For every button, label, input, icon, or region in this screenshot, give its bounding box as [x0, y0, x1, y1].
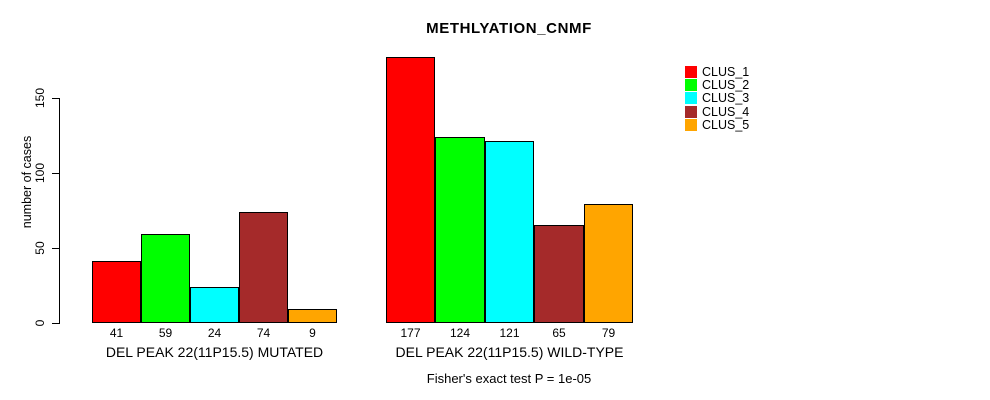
legend-swatch-clus_1 — [685, 66, 697, 78]
y-axis-tick — [52, 248, 59, 249]
y-axis-tick-label: 100 — [33, 162, 47, 184]
y-axis-tick-label: 50 — [33, 241, 47, 255]
y-axis-tick — [52, 173, 59, 174]
bar-group2-clus_5 — [584, 204, 633, 323]
bar-group1-clus_5 — [288, 309, 337, 323]
bar-value-label: 124 — [449, 326, 471, 340]
bar-value-label: 74 — [256, 326, 271, 340]
y-axis-line — [59, 98, 60, 324]
y-axis-tick-label: 0 — [33, 319, 47, 327]
bar-group1-clus_4 — [239, 212, 288, 323]
bar-value-label: 24 — [207, 326, 222, 340]
y-axis-tick — [52, 98, 59, 99]
bar-value-label: 65 — [552, 326, 566, 340]
bar-group1-clus_1 — [92, 261, 141, 323]
legend-label-clus_1: CLUS_1 — [702, 65, 750, 79]
bar-group2-clus_1 — [386, 57, 435, 323]
legend-swatch-clus_3 — [685, 92, 697, 104]
y-axis-tick — [52, 323, 59, 324]
bar-group2-clus_2 — [435, 137, 485, 323]
bar-value-label: 41 — [109, 326, 124, 340]
fisher-test-annotation: Fisher's exact test P = 1e-05 — [426, 371, 592, 386]
legend-label-clus_2: CLUS_2 — [702, 78, 750, 92]
bar-group1-clus_2 — [141, 234, 190, 323]
group-axis-label: DEL PEAK 22(11P15.5) WILD-TYPE — [395, 344, 624, 360]
bar-value-label: 9 — [309, 326, 316, 340]
bar-value-label: 121 — [499, 326, 520, 340]
bar-group2-clus_3 — [485, 141, 534, 323]
legend-label-clus_4: CLUS_4 — [702, 105, 750, 119]
bar-value-label: 79 — [601, 326, 616, 340]
y-axis-tick-label: 150 — [33, 87, 47, 109]
legend-label-clus_5: CLUS_5 — [702, 118, 750, 132]
bar-value-label: 59 — [158, 326, 173, 340]
chart-title: METHLYATION_CNMF — [426, 20, 592, 37]
legend-swatch-clus_2 — [685, 79, 697, 91]
legend-label-clus_3: CLUS_3 — [702, 91, 750, 105]
legend-swatch-clus_5 — [685, 119, 697, 131]
bar-group2-clus_4 — [534, 225, 584, 323]
bar-value-label: 177 — [400, 326, 421, 340]
legend-swatch-clus_4 — [685, 106, 697, 118]
group-axis-label: DEL PEAK 22(11P15.5) MUTATED — [105, 344, 324, 360]
bar-group1-clus_3 — [190, 287, 239, 323]
